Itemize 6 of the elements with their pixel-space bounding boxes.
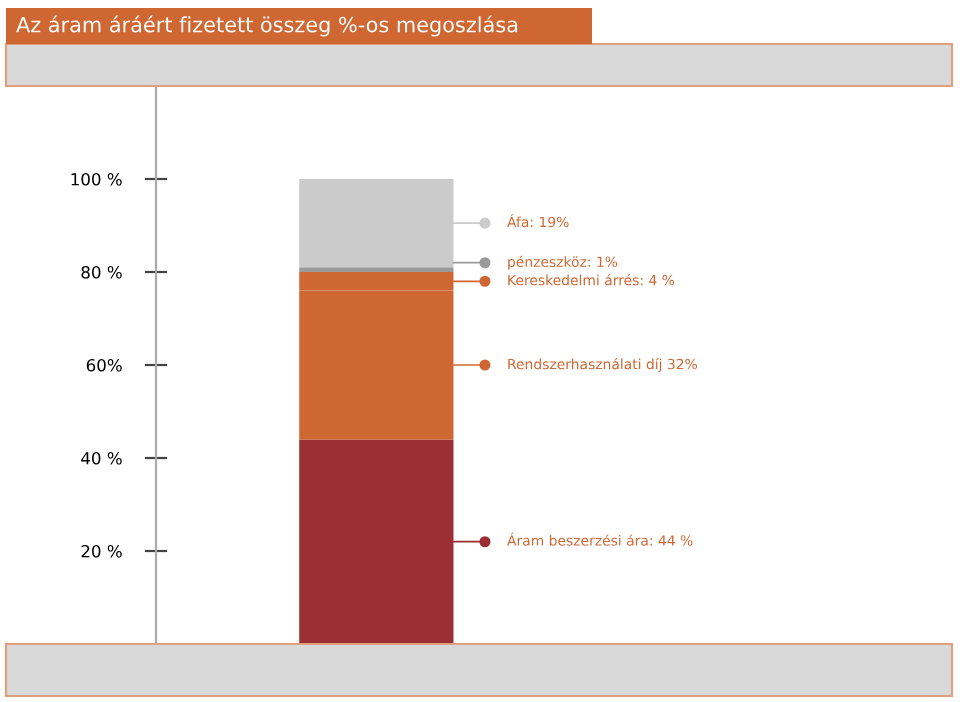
chart-title: Az áram áráért fizetett összeg %-os megoszlása [16,15,518,37]
y-tick-label: 20 % [81,544,122,558]
y-tick-label: 100 % [71,172,122,186]
y-tick-label: 80 % [81,265,122,279]
y-tick-label: 60% [86,358,122,372]
y-tick-label: 40 % [81,451,122,465]
